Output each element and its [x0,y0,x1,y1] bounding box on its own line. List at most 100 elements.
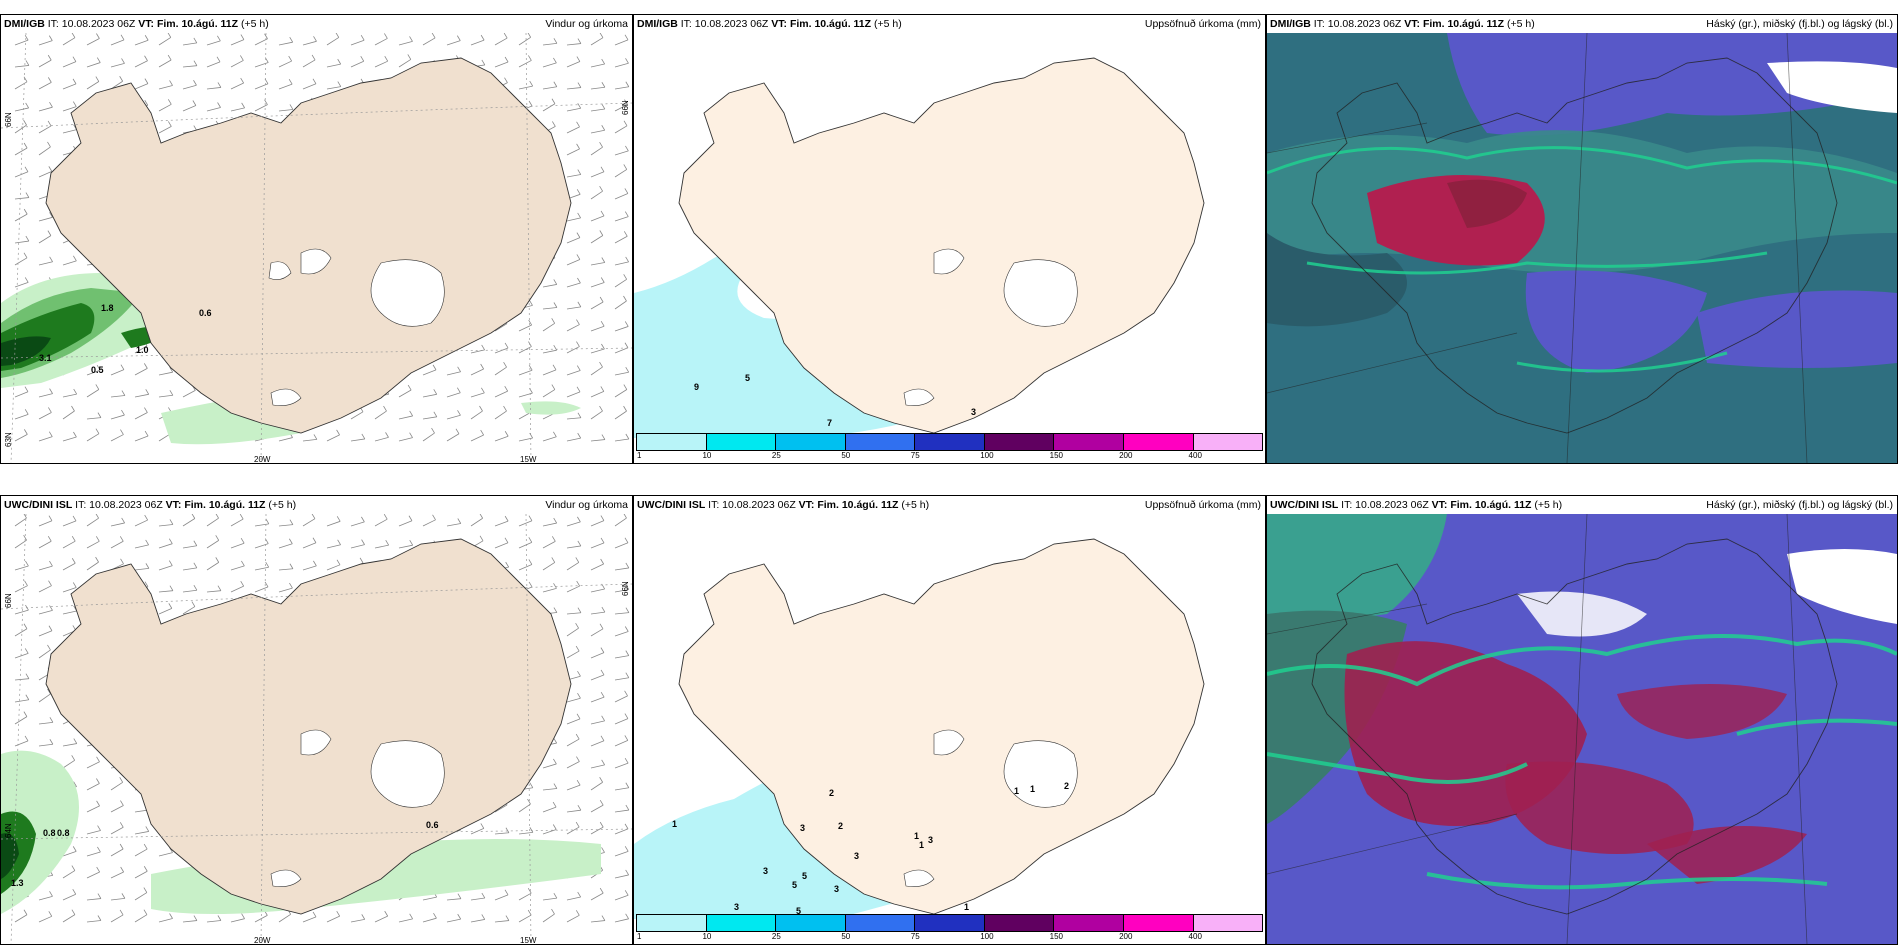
colorbar-swatch [845,915,916,931]
panel-header: UWC/DINI ISL IT: 10.08.2023 06Z VT: Fim.… [634,496,1265,514]
accum-value: 3 [763,866,768,876]
colorbar-swatch [776,434,846,450]
accum-value: 2 [1064,781,1069,791]
accum-value: 5 [802,871,807,881]
accum-value: 3 [800,823,805,833]
panel-header: DMI/IGB IT: 10.08.2023 06Z VT: Fim. 10.á… [1,15,632,33]
panel-header: DMI/IGB IT: 10.08.2023 06Z VT: Fim. 10.á… [634,15,1265,33]
colorbar-tick: 25 [771,451,781,460]
lon-label: 15W [520,455,537,464]
lat-label: 66N [4,593,13,608]
colorbar-swatch [915,915,985,931]
wind-precip-map: 0.6 3.1 0.5 1.0 1.8 [1,33,632,463]
colorbar-tick: 200 [1119,932,1133,941]
accum-value: 3 [834,884,839,894]
precip-value: 0.5 [91,365,104,375]
panel-title: Uppsöfnuð úrkoma (mm) [1144,499,1261,511]
panel-accum-dmi: DMI/IGB IT: 10.08.2023 06Z VT: Fim. 10.á… [633,14,1266,464]
colorbar-tick: 400 [1188,451,1202,460]
panel-clouds-uwc: UWC/DINI ISL IT: 10.08.2023 06Z VT: Fim.… [1266,495,1898,945]
colorbar-swatch [1123,915,1194,931]
colorbar-swatch [637,915,707,931]
graticule [1,514,632,944]
accum-value: 1 [1014,786,1019,796]
iceland-landmass [678,57,1205,434]
lat-label: 66N [621,100,630,115]
accum-value: 1 [672,819,677,829]
lat-label: 66N [621,581,630,596]
accum-labels: 9 5 7 3 [694,373,976,428]
graticule [1,33,632,463]
accum-precip-map: 1 2 3 2 3 5 5 3 3 3 5 1 1 3 1 1 2 1 [634,538,1205,919]
precip-value: 0.8 [43,828,56,838]
accum-value: 3 [971,407,976,417]
colorbar [636,433,1263,451]
colorbar-tick: 100 [980,932,994,941]
precip-labels: 0.6 3.1 0.5 1.0 1.8 [39,303,212,375]
panel-accum-uwc: UWC/DINI ISL IT: 10.08.2023 06Z VT: Fim.… [633,495,1266,945]
panel-title: Vindur og úrkoma [545,18,628,30]
colorbar-tick: 25 [771,932,781,941]
colorbar-swatch [845,434,916,450]
panel-header: DMI/IGB IT: 10.08.2023 06Z VT: Fim. 10.á… [1267,15,1897,33]
lon-label: 15W [520,936,537,945]
accum-value: 1 [1030,784,1035,794]
precip-value: 0.6 [199,308,212,318]
panel-title: Háský (gr.), miðský (fj.bl.) og lágský (… [1706,499,1893,511]
colorbar-tick: 200 [1119,451,1133,460]
cloud-map [1267,33,1897,463]
colorbar-tick: 50 [841,451,851,460]
colorbar-tick: 50 [841,932,851,941]
lat-label: 66N [4,112,13,127]
colorbar-tick: 400 [1188,932,1202,941]
precip-value: 1.8 [101,303,114,313]
accum-value: 3 [734,902,739,912]
colorbar-swatch [915,434,985,450]
accum-value: 5 [792,880,797,890]
colorbar-tick: 1 [637,932,642,941]
colorbar-tick: 150 [1049,932,1064,941]
colorbar-swatch [637,434,707,450]
accum-value: 1 [964,902,969,912]
wind-precip-map: 0.8 0.8 0.6 1.3 [1,514,632,944]
panel-header: UWC/DINI ISL IT: 10.08.2023 06Z VT: Fim.… [1267,496,1897,514]
colorbar-swatch [1054,434,1124,450]
lat-label: 63N [4,432,13,447]
colorbar-swatch [706,915,777,931]
panel-wind-dmi: DMI/IGB IT: 10.08.2023 06Z VT: Fim. 10.á… [0,14,633,464]
accum-value: 9 [694,382,699,392]
colorbar-tick: 75 [910,451,920,460]
precip-value: 0.8 [57,828,70,838]
precip-value: 1.3 [11,878,24,888]
colorbar-swatch [1193,434,1263,450]
colorbar-swatch [1054,915,1124,931]
panel-title: Vindur og úrkoma [545,499,628,511]
panel-title: Háský (gr.), miðský (fj.bl.) og lágský (… [1706,18,1893,30]
accum-value: 3 [928,835,933,845]
lon-label: 20W [254,455,271,464]
accum-value: 3 [854,851,859,861]
panel-wind-uwc: UWC/DINI ISL IT: 10.08.2023 06Z VT: Fim.… [0,495,633,945]
colorbar-swatch [706,434,777,450]
accum-precip-map: 9 5 7 3 [634,57,1205,439]
accum-value: 1 [914,831,919,841]
colorbar-swatch [1123,434,1194,450]
panel-clouds-dmi: DMI/IGB IT: 10.08.2023 06Z VT: Fim. 10.á… [1266,14,1898,464]
colorbar-tick: 1 [637,451,642,460]
accum-value: 2 [829,788,834,798]
colorbar-swatch [776,915,846,931]
cloud-map [1267,514,1897,944]
accum-value: 2 [838,821,843,831]
precip-labels: 0.8 0.8 0.6 1.3 [11,820,439,888]
accum-value: 5 [796,906,801,916]
iceland-landmass [678,538,1205,915]
colorbar-tick: 10 [702,932,712,941]
precip-value: 0.6 [426,820,439,830]
accum-labels: 1 2 3 2 3 5 5 3 3 3 5 1 1 3 1 1 2 1 [672,781,1069,916]
colorbar-swatch [984,434,1055,450]
iceland-landmass [45,57,572,434]
precip-value: 3.1 [39,353,52,363]
colorbar-tick: 100 [980,451,994,460]
panel-title: Uppsöfnuð úrkoma (mm) [1144,18,1261,30]
colorbar-tick: 75 [910,932,920,941]
